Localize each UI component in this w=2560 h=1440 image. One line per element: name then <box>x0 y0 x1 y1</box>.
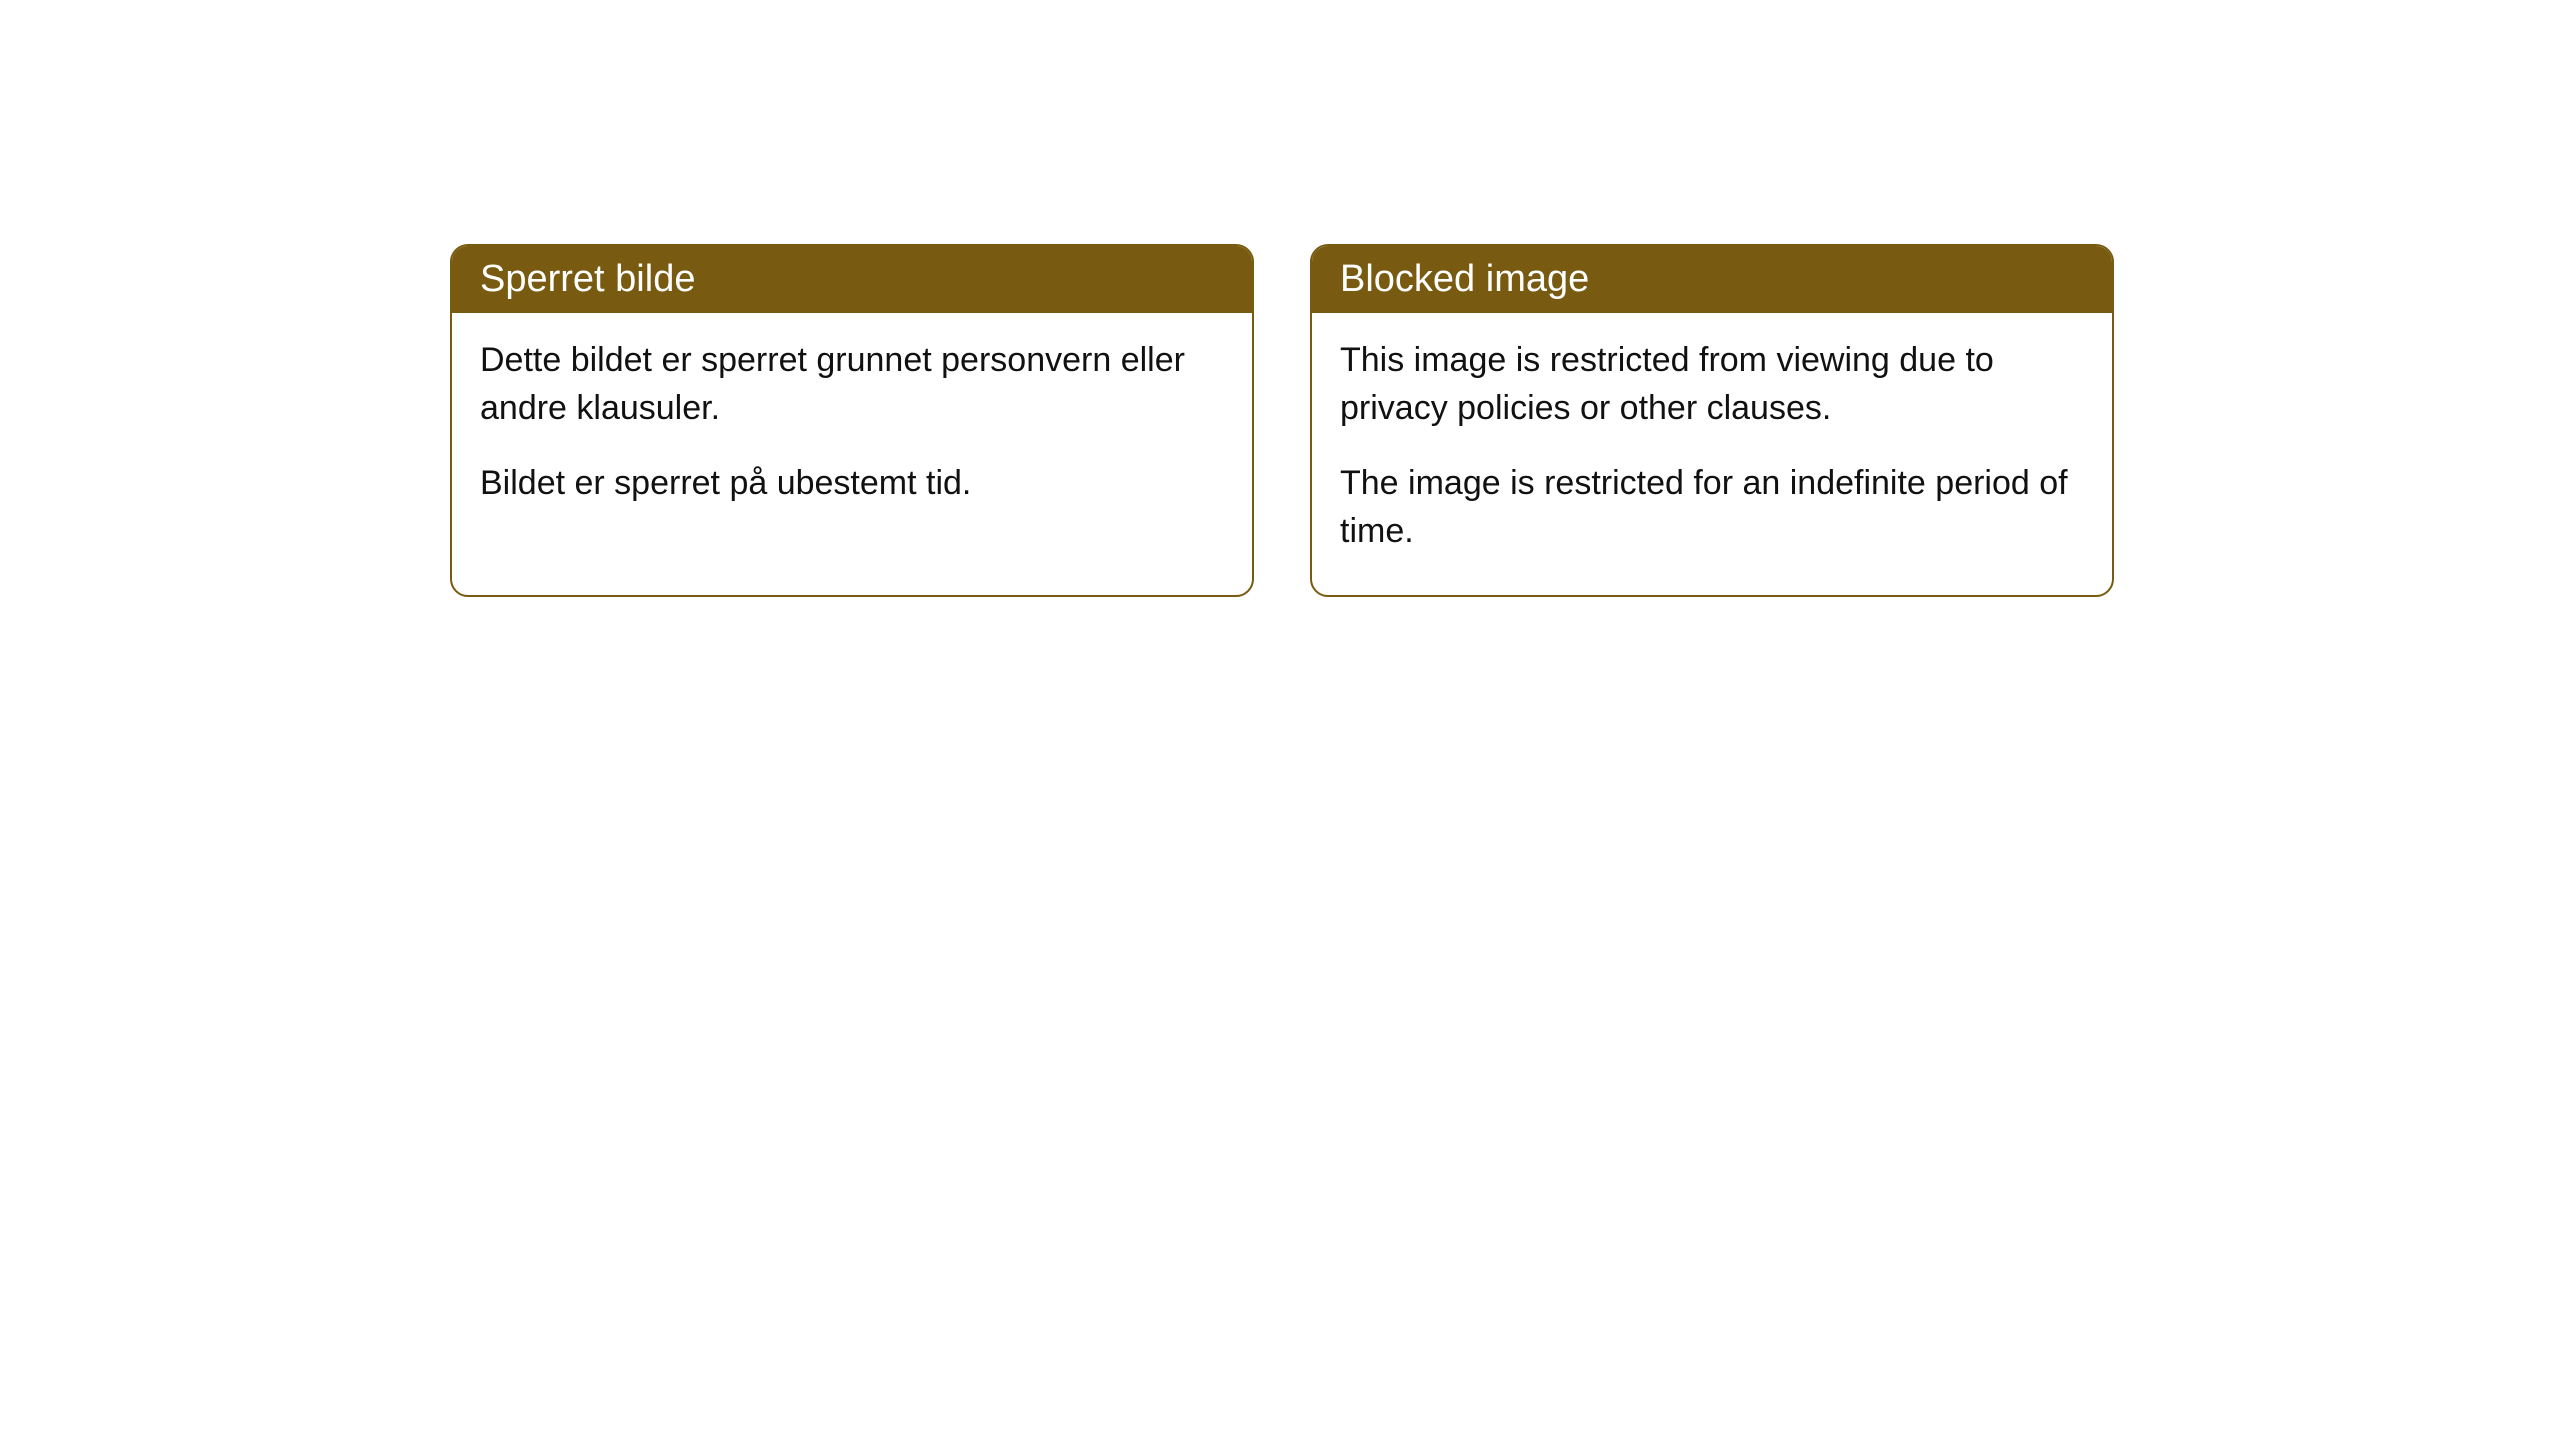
card-body: This image is restricted from viewing du… <box>1312 313 2112 595</box>
card-header: Sperret bilde <box>452 246 1252 313</box>
card-paragraph: This image is restricted from viewing du… <box>1340 337 2084 432</box>
card-header: Blocked image <box>1312 246 2112 313</box>
notice-card-norwegian: Sperret bilde Dette bildet er sperret gr… <box>450 244 1254 597</box>
notice-card-english: Blocked image This image is restricted f… <box>1310 244 2114 597</box>
card-title: Sperret bilde <box>480 258 695 300</box>
card-paragraph: Dette bildet er sperret grunnet personve… <box>480 337 1224 432</box>
card-body: Dette bildet er sperret grunnet personve… <box>452 313 1252 548</box>
card-paragraph: The image is restricted for an indefinit… <box>1340 460 2084 555</box>
card-paragraph: Bildet er sperret på ubestemt tid. <box>480 460 1224 508</box>
notice-cards-container: Sperret bilde Dette bildet er sperret gr… <box>450 244 2114 597</box>
card-title: Blocked image <box>1340 258 1589 300</box>
